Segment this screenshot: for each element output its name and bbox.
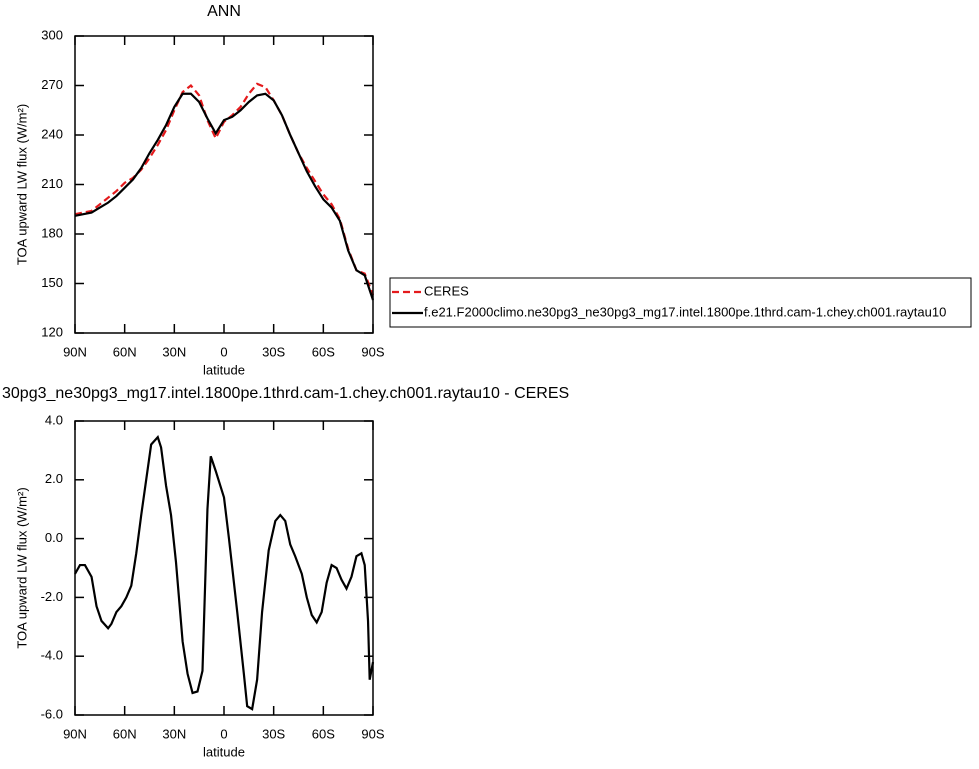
y-tick-label: 270 xyxy=(41,77,63,92)
x-tick-label: 90N xyxy=(63,344,87,359)
x-tick-label: 60S xyxy=(312,344,335,359)
chart-title: 30pg3_ne30pg3_mg17.intel.1800pe.1thrd.ca… xyxy=(2,385,569,402)
y-tick-label: 210 xyxy=(41,176,63,191)
data-line xyxy=(74,82,375,296)
y-tick-label: -4.0 xyxy=(41,648,63,663)
y-tick-label: 0.0 xyxy=(45,530,63,545)
y-tick-label: 300 xyxy=(41,27,63,42)
x-tick-label: 60N xyxy=(113,726,137,741)
x-axis-label: latitude xyxy=(203,362,245,377)
legend-label: f.e21.F2000climo.ne30pg3_ne30pg3_mg17.in… xyxy=(424,304,946,319)
y-tick-label: -6.0 xyxy=(41,706,63,721)
x-tick-label: 30S xyxy=(262,344,285,359)
x-tick-label: 30N xyxy=(162,726,186,741)
y-tick-label: 150 xyxy=(41,275,63,290)
x-tick-label: 90S xyxy=(361,726,384,741)
chart-title: ANN xyxy=(207,3,241,20)
y-axis-label: TOA upward LW flux (W/m²) xyxy=(14,104,29,265)
x-tick-label: 60N xyxy=(113,344,137,359)
y-tick-label: 240 xyxy=(41,126,63,141)
x-tick-label: 90S xyxy=(361,344,384,359)
x-tick-label: 60S xyxy=(312,726,335,741)
y-axis-label: TOA upward LW flux (W/m²) xyxy=(14,487,29,648)
x-tick-label: 90N xyxy=(63,726,87,741)
plot-frame xyxy=(74,420,374,716)
y-tick-label: 2.0 xyxy=(45,471,63,486)
y-tick-label: -2.0 xyxy=(41,589,63,604)
y-tick-label: 180 xyxy=(41,225,63,240)
data-line xyxy=(74,92,375,301)
y-tick-label: 4.0 xyxy=(45,412,63,427)
data-line xyxy=(74,435,375,711)
legend-box xyxy=(389,277,972,328)
legend-label: CERES xyxy=(424,283,469,298)
y-tick-label: 120 xyxy=(41,324,63,339)
x-tick-label: 0 xyxy=(220,726,227,741)
x-tick-label: 30S xyxy=(262,726,285,741)
x-tick-label: 30N xyxy=(162,344,186,359)
plot-frame xyxy=(74,35,374,334)
x-tick-label: 0 xyxy=(220,344,227,359)
x-axis-label: latitude xyxy=(203,744,245,759)
